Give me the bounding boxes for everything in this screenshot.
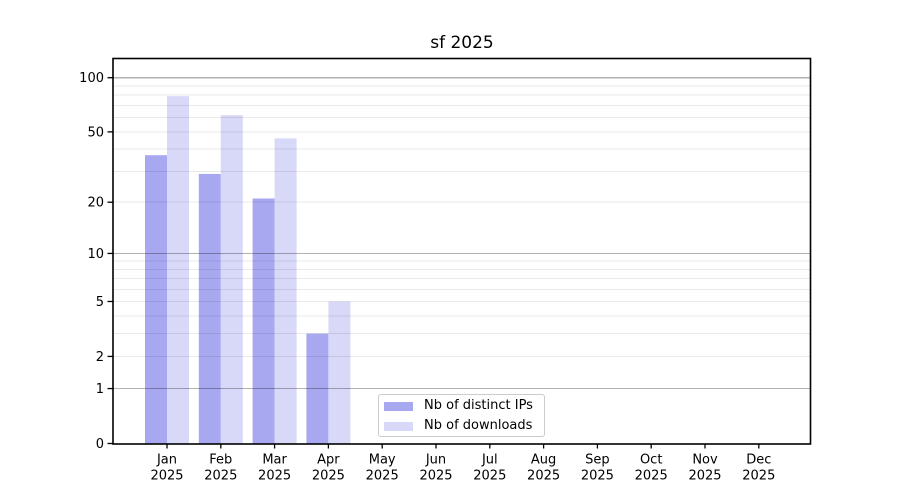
x-tick-label-year: 2025 bbox=[635, 469, 668, 484]
x-tick-label-month: Aug bbox=[531, 453, 556, 468]
x-tick-label-year: 2025 bbox=[527, 469, 560, 484]
x-tick-label-month: Nov bbox=[692, 453, 718, 468]
legend-swatch-distinct-ips bbox=[384, 401, 413, 411]
x-tick-label-year: 2025 bbox=[419, 469, 452, 484]
bar-nb-of-distinct-ips-mar bbox=[252, 198, 275, 444]
x-tick-label-year: 2025 bbox=[204, 469, 237, 484]
y-tick-label: 2 bbox=[96, 350, 104, 365]
bar-nb-of-downloads-jan bbox=[167, 96, 189, 444]
x-tick-label-year: 2025 bbox=[688, 469, 721, 484]
legend-swatch-downloads bbox=[384, 421, 413, 431]
x-tick-label-year: 2025 bbox=[312, 469, 345, 484]
x-tick-label-month: May bbox=[369, 453, 396, 468]
chart-legend: Nb of distinct IPs Nb of downloads bbox=[378, 394, 545, 437]
x-tick-label-month: Sep bbox=[585, 453, 610, 468]
x-tick-label-year: 2025 bbox=[258, 469, 291, 484]
x-tick-label-month: Jan bbox=[156, 453, 177, 468]
bar-nb-of-distinct-ips-jan bbox=[145, 155, 167, 444]
y-tick-label: 10 bbox=[87, 247, 104, 262]
bar-nb-of-distinct-ips-feb bbox=[198, 173, 221, 445]
y-tick-label: 100 bbox=[79, 71, 104, 86]
legend-label-downloads: Nb of downloads bbox=[424, 418, 533, 433]
x-tick-label-year: 2025 bbox=[742, 469, 775, 484]
x-tick-label-month: Oct bbox=[640, 453, 662, 468]
legend-label-distinct-ips: Nb of distinct IPs bbox=[424, 398, 533, 413]
y-tick-label: 0 bbox=[96, 437, 104, 452]
x-tick-label-month: Mar bbox=[262, 453, 287, 468]
y-tick-label: 1 bbox=[96, 382, 104, 397]
x-tick-label-year: 2025 bbox=[150, 469, 183, 484]
x-tick-label-month: Feb bbox=[209, 453, 232, 468]
x-tick-label-year: 2025 bbox=[581, 469, 614, 484]
bar-nb-of-downloads-mar bbox=[274, 138, 297, 444]
bar-nb-of-downloads-apr bbox=[328, 301, 351, 444]
y-tick-label: 5 bbox=[96, 295, 104, 310]
x-tick-label-month: Jul bbox=[481, 453, 498, 468]
legend-item-distinct-ips: Nb of distinct IPs bbox=[384, 398, 533, 413]
plot-border bbox=[112, 57, 812, 445]
bar-nb-of-downloads-feb bbox=[220, 115, 243, 444]
x-tick-label-month: Jun bbox=[425, 453, 446, 468]
x-tick-label-year: 2025 bbox=[473, 469, 506, 484]
bar-nb-of-distinct-ips-apr bbox=[306, 333, 329, 444]
x-tick-label-month: Dec bbox=[746, 453, 771, 468]
legend-item-downloads: Nb of downloads bbox=[384, 418, 533, 433]
x-tick-label-year: 2025 bbox=[366, 469, 399, 484]
x-tick-label-month: Apr bbox=[317, 453, 340, 468]
y-tick-label: 50 bbox=[87, 125, 104, 140]
chart-title: sf 2025 bbox=[430, 33, 494, 53]
y-tick-label: 20 bbox=[87, 196, 104, 211]
